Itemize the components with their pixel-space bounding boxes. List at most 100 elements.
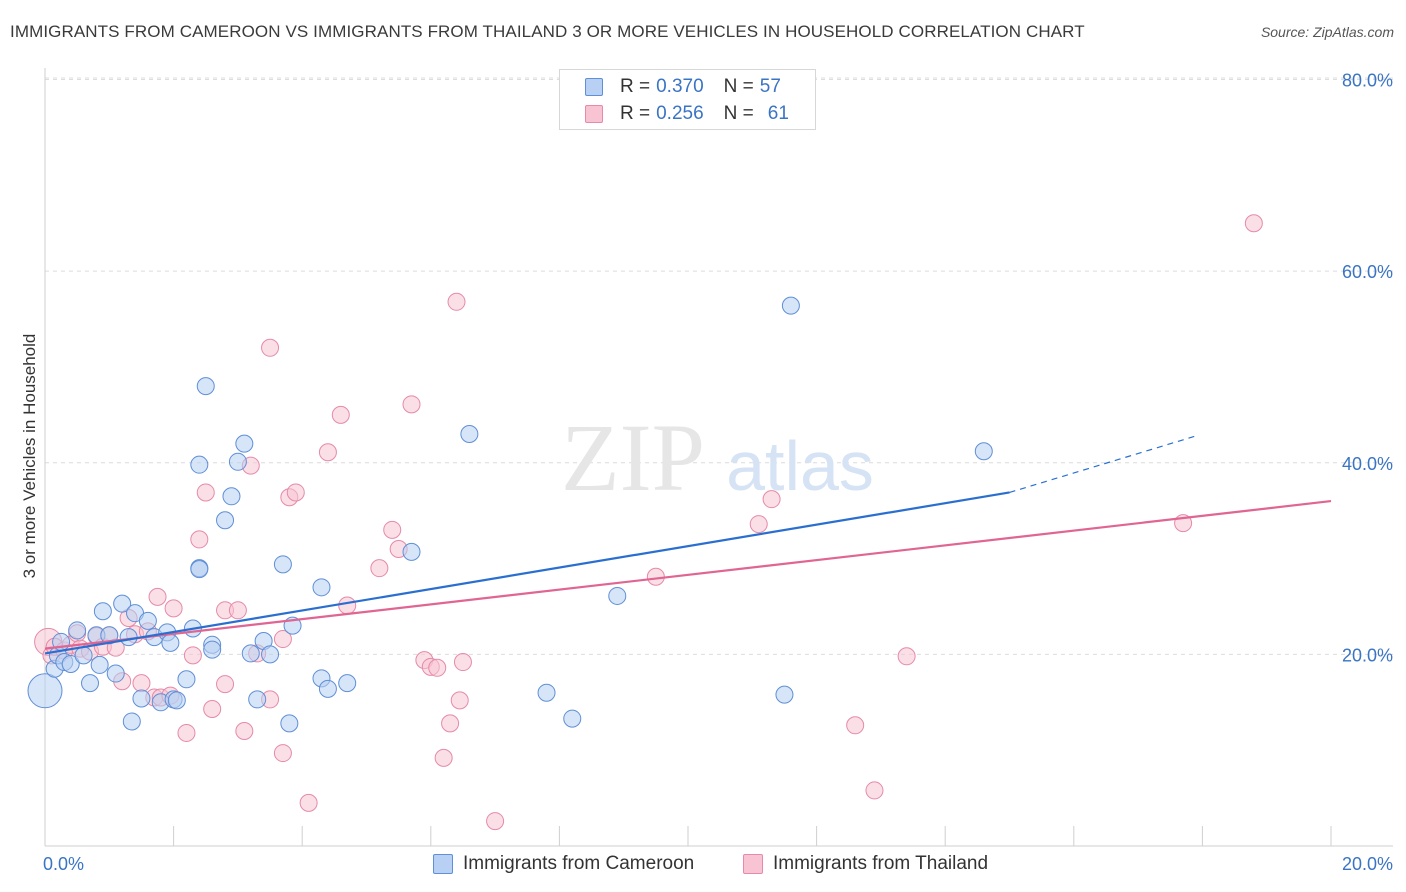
cameroon-point [161, 633, 180, 652]
cameroon-swatch [585, 78, 603, 96]
thailand-point [286, 483, 305, 502]
legend-n-label: N = [723, 76, 754, 97]
legend-row-thailand: R = 0.256 N = 61 [585, 103, 789, 125]
cameroon-point [261, 645, 280, 664]
cameroon-point [273, 555, 292, 574]
thailand-point [273, 630, 292, 649]
thailand-point [749, 515, 768, 534]
thailand-swatch [585, 105, 603, 123]
watermark: ZIP atlas [561, 404, 874, 511]
cameroon-point [248, 690, 267, 709]
legend-n-label: N = [723, 103, 754, 124]
thailand-point [450, 691, 469, 710]
legend-r-value: 0.256 [656, 103, 704, 124]
legend-n-value: 57 [759, 76, 781, 97]
cameroon-point [974, 442, 993, 461]
thailand-point [235, 722, 254, 741]
watermark-atlas: atlas [726, 427, 874, 505]
thailand-point [228, 601, 247, 620]
trend-lines [44, 435, 1332, 655]
cameroon-point [74, 646, 93, 665]
thailand-point [447, 292, 466, 311]
cameroon-point [216, 511, 235, 530]
thailand-point [453, 653, 472, 672]
thailand-point [164, 599, 183, 618]
cameroon-point [190, 560, 209, 579]
thailand-point [762, 490, 781, 509]
bottom-legend-thailand[interactable]: Immigrants from Thailand [743, 852, 988, 876]
cameroon-point [106, 664, 125, 683]
cameroon-point [781, 296, 800, 315]
cameroon-point [167, 691, 186, 710]
cameroon-legend-label: Immigrants from Cameroon [463, 853, 695, 874]
cameroon-point [775, 685, 794, 704]
thailand-point [216, 675, 235, 694]
y-tick-label: 80.0% [1342, 71, 1393, 91]
y-tick-label: 60.0% [1342, 262, 1393, 282]
thailand-point [183, 646, 202, 665]
thailand-point [486, 812, 505, 831]
x-tick-label: 20.0% [1342, 854, 1393, 874]
cameroon-point [138, 611, 157, 630]
grid-lines [45, 77, 1393, 655]
cameroon-point [203, 640, 222, 659]
cameroon-point [27, 673, 63, 709]
thailand-point [203, 699, 222, 718]
bottom-legend-cameroon[interactable]: Immigrants from Cameroon [433, 852, 694, 876]
source-label: Source: ZipAtlas.com [1260, 24, 1394, 40]
cameroon-point [61, 654, 80, 673]
legend-r-label: R = [620, 103, 651, 124]
cameroon-point [132, 689, 151, 708]
cameroon-point [68, 621, 87, 640]
cameroon-swatch [433, 854, 453, 874]
cameroon-point [563, 709, 582, 728]
legend-n-value: 61 [767, 103, 789, 124]
thailand-point [273, 744, 292, 763]
cameroon-point [90, 655, 109, 674]
axes: 20.0% 40.0% 60.0% 80.0% 0.0% 20.0% [43, 68, 1393, 874]
cameroon-trend-line [44, 491, 1010, 655]
thailand-point [402, 395, 421, 414]
thailand-point [383, 520, 402, 539]
thailand-point [441, 714, 460, 733]
y-axis-label: 3 or more Vehicles in Household [20, 334, 39, 579]
chart-title: IMMIGRANTS FROM CAMEROON VS IMMIGRANTS F… [10, 22, 1085, 41]
cameroon-point [280, 714, 299, 733]
thailand-point [865, 781, 884, 800]
cameroon-point [222, 487, 241, 506]
thailand-point [331, 405, 350, 424]
cameroon-point [93, 602, 112, 621]
series-cameroon-points [27, 296, 993, 733]
thailand-point [846, 716, 865, 735]
thailand-point [318, 443, 337, 462]
thailand-point [132, 674, 151, 693]
thailand-point [261, 338, 280, 357]
cameroon-point [537, 683, 556, 702]
thailand-point [428, 658, 447, 677]
thailand-point [190, 530, 209, 549]
thailand-trend-line [44, 499, 1332, 650]
cameroon-point [177, 670, 196, 689]
thailand-point [897, 647, 916, 666]
x-tick-label: 0.0% [43, 854, 84, 874]
cameroon-point [460, 425, 479, 444]
legend-row-cameroon: R = 0.370 N = 57 [585, 76, 781, 98]
cameroon-point [122, 712, 141, 731]
cameroon-point [608, 586, 627, 605]
y-tick-label: 20.0% [1342, 645, 1393, 665]
correlation-legend: R = 0.370 N = 57 R = 0.256 N = 61 [559, 69, 816, 130]
cameroon-point [228, 452, 247, 471]
cameroon-point [318, 679, 337, 698]
cameroon-point [338, 674, 357, 693]
y-tick-label: 40.0% [1342, 454, 1393, 474]
watermark-zip: ZIP [561, 404, 705, 511]
cameroon-point [113, 594, 132, 613]
legend-r-label: R = [620, 76, 651, 97]
cameroon-point [81, 674, 100, 693]
cameroon-point [119, 628, 138, 647]
thailand-point [177, 723, 196, 742]
cameroon-point [402, 542, 421, 561]
cameroon-trend-extension [1009, 435, 1197, 494]
thailand-point [1244, 214, 1263, 233]
